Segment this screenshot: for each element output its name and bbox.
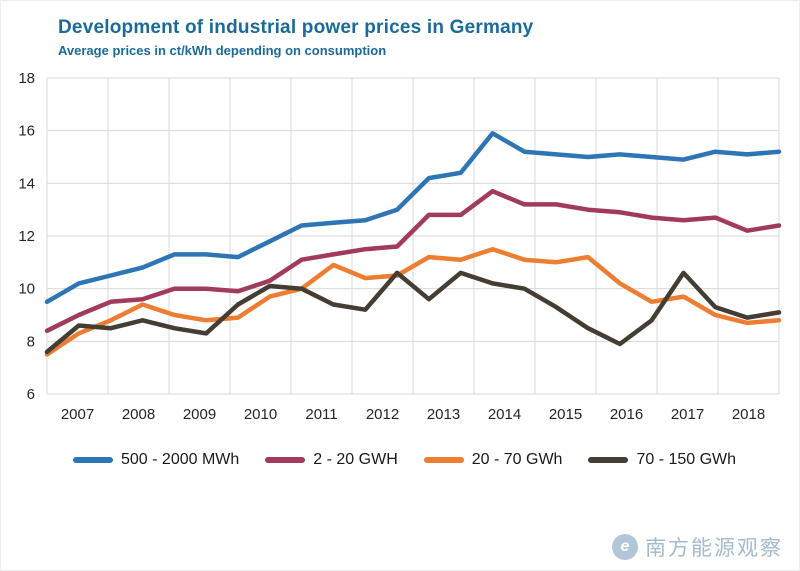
svg-text:2018: 2018 <box>732 406 765 423</box>
svg-text:2010: 2010 <box>244 406 277 423</box>
svg-text:10: 10 <box>18 281 35 298</box>
legend-line-swatch <box>588 457 629 463</box>
chart-subtitle: Average prices in ct/kWh depending on co… <box>58 43 387 58</box>
watermark: e 南方能源观察 <box>612 532 783 562</box>
legend-line-swatch <box>423 457 464 463</box>
legend-item: 500 - 2000 MWh <box>73 451 239 469</box>
watermark-text: 南方能源观察 <box>645 537 783 560</box>
chart-legend: 500 - 2000 MWh 2 - 20 GWH 20 - 70 GWh 70… <box>73 451 799 469</box>
legend-item: 20 - 70 GWh <box>423 451 563 469</box>
legend-label: 2 - 20 GWH <box>313 451 398 468</box>
svg-text:16: 16 <box>18 123 35 140</box>
chart-title: Development of industrial power prices i… <box>58 17 534 38</box>
svg-text:2016: 2016 <box>610 406 643 423</box>
svg-text:14: 14 <box>18 175 35 192</box>
legend-line-swatch <box>73 457 113 463</box>
svg-text:2013: 2013 <box>427 406 460 423</box>
legend-item: 2 - 20 GWH <box>265 451 398 469</box>
svg-text:8: 8 <box>27 333 35 350</box>
legend-line-swatch <box>265 457 306 463</box>
svg-text:2011: 2011 <box>305 406 337 423</box>
svg-text:2017: 2017 <box>671 406 704 423</box>
watermark-logo-icon: e <box>612 534 638 560</box>
legend-label: 70 - 150 GWh <box>636 451 737 468</box>
svg-text:18: 18 <box>18 70 35 87</box>
line-chart: 6 8 10 12 14 16 18 2007 2008 2009 2010 2011 2012 2013… <box>18 70 782 423</box>
legend-label: 20 - 70 GWh <box>471 451 563 468</box>
svg-text:2012: 2012 <box>366 406 399 423</box>
svg-text:2009: 2009 <box>183 406 216 423</box>
legend-label: 500 - 2000 MWh <box>121 451 240 468</box>
chart-header: Development of industrial power prices i… <box>1 1 799 58</box>
svg-text:2014: 2014 <box>488 406 521 423</box>
svg-text:12: 12 <box>18 228 35 245</box>
legend-item: 70 - 150 GWh <box>588 451 736 469</box>
svg-text:6: 6 <box>27 386 35 403</box>
chart-area: 6 8 10 12 14 16 18 2007 2008 2009 2010 2011 2012 2013… <box>1 64 799 441</box>
svg-text:2007: 2007 <box>61 406 94 423</box>
svg-text:2015: 2015 <box>549 406 582 423</box>
svg-text:2008: 2008 <box>122 406 155 423</box>
